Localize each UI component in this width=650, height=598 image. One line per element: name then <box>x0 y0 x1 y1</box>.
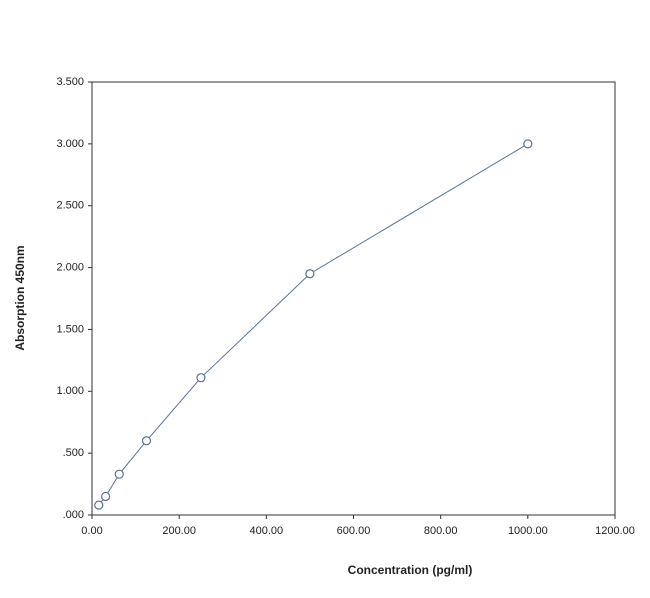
y-tick-label: 2.500 <box>56 200 84 212</box>
data-point <box>114 469 124 479</box>
y-tick-label: 3.000 <box>56 138 84 150</box>
y-tick-label: .000 <box>63 509 84 521</box>
x-tick-label: 400.00 <box>250 525 284 537</box>
x-axis-title: Concentration (pg/ml) <box>348 563 473 577</box>
x-tick-label: 200.00 <box>162 525 196 537</box>
x-tick-label: 0.00 <box>81 525 102 537</box>
data-point <box>101 491 111 502</box>
x-tick-label: 1200.00 <box>595 525 635 537</box>
data-point <box>141 436 152 446</box>
data-point <box>196 373 206 383</box>
plot-frame <box>91 81 616 516</box>
y-tick-label: .500 <box>63 447 84 459</box>
y-tick-label: 1.000 <box>56 385 84 397</box>
x-tick-label: 600.00 <box>337 525 371 537</box>
y-axis-title: Absorption 450nm <box>13 245 27 350</box>
data-line <box>98 143 529 506</box>
x-tick-label: 1000.00 <box>508 525 548 537</box>
y-tick-label: 2.000 <box>56 261 84 273</box>
data-point <box>94 500 104 510</box>
x-tick-label: 800.00 <box>424 525 458 537</box>
data-point <box>523 139 533 149</box>
y-tick-label: 1.500 <box>56 323 84 335</box>
data-point <box>305 269 315 279</box>
y-tick-label: 3.500 <box>56 76 84 88</box>
